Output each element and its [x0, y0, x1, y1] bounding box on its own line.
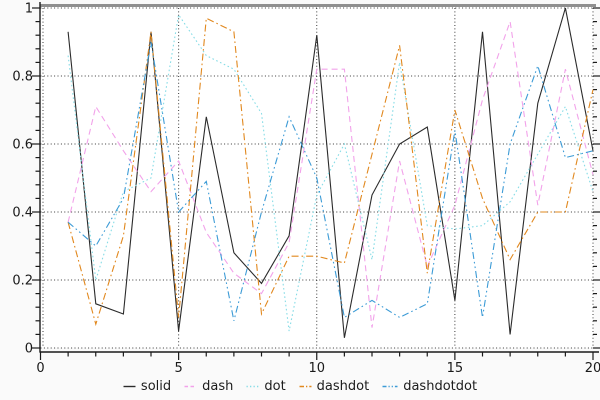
- x-axis-tick-label: 20: [585, 361, 600, 376]
- legend: solid dash dot dashdot dashdotdot: [0, 377, 600, 395]
- y-axis-tick-label: 0.2: [12, 274, 33, 289]
- legend-item-dot: dot: [246, 378, 286, 394]
- x-axis-tick-label: 10: [308, 361, 325, 376]
- legend-item-dashdot: dashdot: [299, 378, 370, 394]
- axis-tick-labels: 0 5 10 15 20 0 0.2 0.4 0.6 0.8 1: [12, 2, 600, 377]
- y-axis-tick-label: 0: [25, 342, 33, 357]
- legend-item-dash: dash: [184, 379, 233, 394]
- y-axis-tick-label: 0.4: [12, 206, 33, 221]
- legend-label-dashdot: dashdot: [316, 378, 370, 394]
- legend-marker-dashdotdot-icon: [382, 385, 398, 388]
- legend-label-dash: dash: [202, 378, 234, 394]
- series-lines: [67, 7, 594, 338]
- x-axis-tick-label: 15: [447, 361, 464, 376]
- series-line-dot: [67, 13, 594, 332]
- axis-ticks: [32, 7, 600, 360]
- series-line-dashdot: [67, 17, 594, 327]
- legend-marker-solid-icon: [123, 385, 136, 388]
- legend-marker-dot-icon: [246, 385, 259, 388]
- legend-item-solid: solid: [123, 379, 171, 394]
- x-axis-tick-label: 0: [36, 361, 44, 376]
- series-line-dashdotdot: [67, 41, 594, 321]
- legend-label-solid: solid: [140, 378, 172, 394]
- legend-marker-dashdot-icon: [299, 385, 312, 388]
- legend-label-dashdotdot: dashdotdot: [403, 378, 478, 394]
- y-axis-tick-label: 0.6: [12, 138, 33, 153]
- series-line-dash: [67, 21, 594, 328]
- y-axis-tick-label: 0.8: [12, 70, 33, 85]
- x-axis-tick-label: 5: [174, 361, 182, 376]
- legend-item-dashdotdot: dashdotdot: [382, 379, 477, 394]
- legend-marker-dash-icon: [184, 385, 197, 388]
- y-axis-tick-label: 1: [25, 2, 33, 17]
- legend-label-dot: dot: [264, 378, 286, 394]
